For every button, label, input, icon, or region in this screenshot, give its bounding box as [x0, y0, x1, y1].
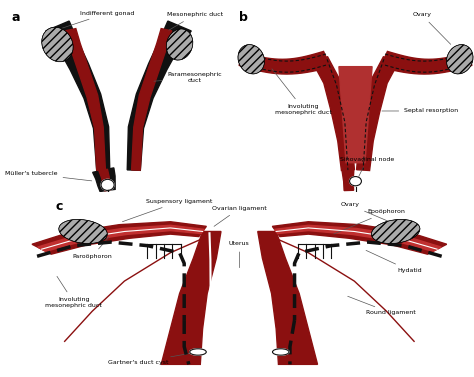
Text: Involuting
mesonephric duct: Involuting mesonephric duct [46, 276, 102, 308]
Polygon shape [274, 225, 441, 251]
Text: Indifferent gonad: Indifferent gonad [60, 11, 135, 29]
Polygon shape [312, 57, 355, 170]
Ellipse shape [166, 29, 193, 60]
Polygon shape [356, 57, 399, 170]
Ellipse shape [447, 44, 473, 74]
Text: Epoöphoron: Epoöphoron [334, 210, 405, 234]
Ellipse shape [42, 27, 73, 62]
Polygon shape [127, 21, 191, 170]
Ellipse shape [238, 44, 264, 74]
Circle shape [273, 349, 289, 355]
Polygon shape [258, 231, 318, 364]
Text: Uterus: Uterus [229, 241, 250, 268]
Text: Ovarian ligament: Ovarian ligament [212, 206, 267, 226]
Text: Paramesonephric
duct: Paramesonephric duct [154, 72, 222, 83]
Text: b: b [239, 11, 248, 24]
Text: Sinovaginal node: Sinovaginal node [340, 156, 394, 181]
Text: Paroöphoron: Paroöphoron [73, 237, 112, 259]
Text: Septal resorption: Septal resorption [382, 109, 458, 113]
Text: Suspensory ligament: Suspensory ligament [122, 199, 213, 222]
Text: Mesonephric duct: Mesonephric duct [167, 12, 223, 30]
Polygon shape [99, 169, 110, 191]
Ellipse shape [372, 219, 420, 244]
Polygon shape [32, 222, 206, 254]
Polygon shape [339, 67, 372, 163]
Polygon shape [273, 222, 447, 254]
Circle shape [101, 179, 114, 190]
Polygon shape [46, 21, 110, 170]
Ellipse shape [59, 219, 107, 244]
Text: Ovary: Ovary [340, 202, 393, 223]
Circle shape [349, 176, 361, 186]
Text: Round ligament: Round ligament [348, 296, 416, 316]
Text: a: a [12, 11, 20, 24]
Polygon shape [381, 51, 472, 74]
Text: Ovary: Ovary [412, 12, 451, 44]
Polygon shape [92, 168, 115, 192]
Polygon shape [239, 51, 330, 74]
Polygon shape [132, 29, 172, 170]
Text: Gartner's duct cyst: Gartner's duct cyst [108, 352, 195, 365]
Polygon shape [37, 225, 204, 251]
Polygon shape [65, 29, 105, 170]
Polygon shape [342, 170, 354, 190]
Polygon shape [161, 231, 221, 364]
Text: Involuting
mesonephric duct: Involuting mesonephric duct [272, 69, 332, 115]
Text: Müller's tubercle: Müller's tubercle [5, 171, 92, 181]
Circle shape [190, 349, 206, 355]
Text: c: c [55, 199, 63, 213]
Text: Hydatid: Hydatid [366, 250, 422, 273]
